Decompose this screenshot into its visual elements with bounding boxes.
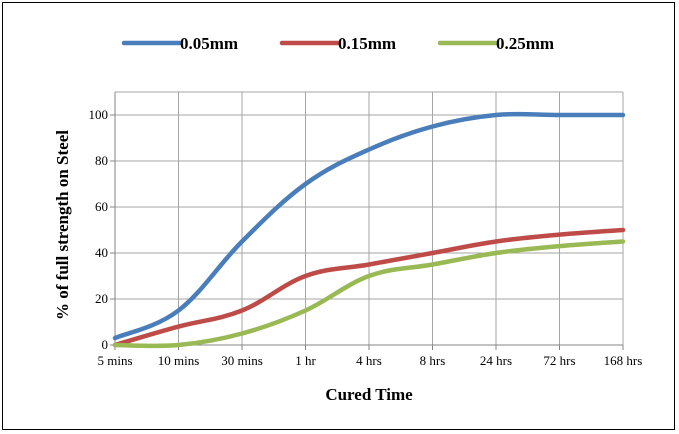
legend-label: 0.15mm bbox=[338, 34, 396, 53]
x-tick-label: 4 hrs bbox=[356, 353, 382, 368]
x-tick-label: 30 mins bbox=[221, 353, 263, 368]
legend-label: 0.05mm bbox=[180, 34, 238, 53]
axes: 0 20 40 60 80 100 5 mins 10 mins 30 mins 1 hr 4 hr… bbox=[89, 92, 643, 368]
y-tick-label: 100 bbox=[89, 107, 109, 122]
series-line-0-05mm bbox=[112, 111, 626, 341]
legend: 0.05mm 0.15mm 0.25mm bbox=[121, 34, 554, 53]
series-lines bbox=[112, 111, 626, 349]
x-tick-label: 168 hrs bbox=[604, 353, 643, 368]
legend-label: 0.25mm bbox=[496, 34, 554, 53]
series-line-0-25mm bbox=[112, 239, 626, 349]
x-tick-label: 24 hrs bbox=[480, 353, 512, 368]
series-line-0-15mm bbox=[112, 227, 626, 348]
x-tick-label: 8 hrs bbox=[420, 353, 446, 368]
x-tick-label: 72 hrs bbox=[543, 353, 575, 368]
y-tick-label: 60 bbox=[95, 199, 108, 214]
x-tick-label: 1 hr bbox=[295, 353, 316, 368]
y-tick-label: 20 bbox=[95, 291, 108, 306]
x-tick-label: 10 mins bbox=[158, 353, 200, 368]
x-axis-title: Cured Time bbox=[325, 385, 413, 404]
grid-lines bbox=[114, 91, 624, 345]
chart-frame bbox=[2, 2, 675, 430]
y-tick-label: 0 bbox=[102, 337, 109, 352]
x-tick-label: 5 mins bbox=[97, 353, 132, 368]
y-axis-title: % of full strength on Steel bbox=[53, 130, 72, 320]
y-tick-label: 80 bbox=[95, 153, 108, 168]
y-tick-label: 40 bbox=[95, 245, 108, 260]
